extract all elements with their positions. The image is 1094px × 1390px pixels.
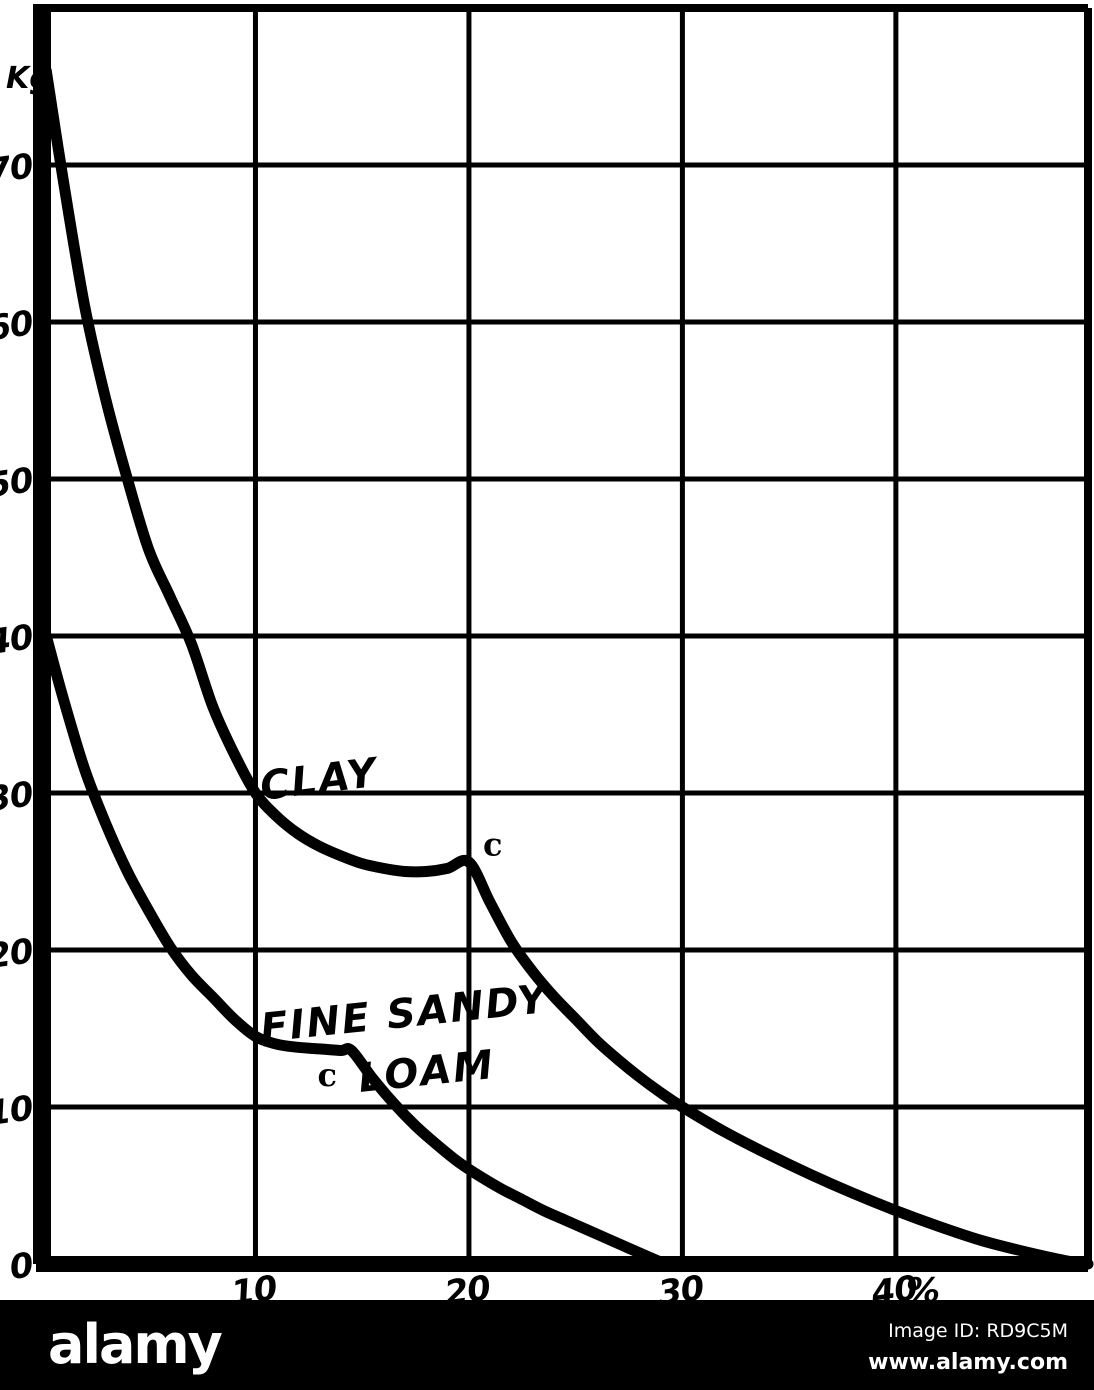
- watermark-footer: alamy Image ID: RD9C5M www.alamy.com: [0, 1300, 1094, 1390]
- data-series-group: [40, 65, 1094, 1270]
- vertical-gridlines: [252, 8, 899, 1264]
- y-tick-label-70: 70: [0, 146, 36, 192]
- alamy-logo: alamy: [48, 1313, 223, 1376]
- y-tick-label-50: 50: [0, 460, 36, 506]
- x-axis-tick-labels: 10 20 30 40: [229, 1268, 920, 1300]
- x-axis-unit-label: %: [906, 1271, 939, 1300]
- y-axis-unit-label: Kg: [6, 61, 51, 96]
- x-tick-label-10: 10: [229, 1268, 280, 1300]
- x-tick-label-30: 30: [656, 1268, 707, 1300]
- y-tick-label-60: 60: [0, 303, 36, 349]
- break-point-label-0: c: [483, 826, 502, 864]
- series-curve-clay: [40, 65, 1094, 1270]
- x-tick-label-40: 40: [868, 1268, 920, 1300]
- break-point-annotations: cc: [318, 826, 503, 1094]
- chart-background: [0, 0, 1094, 1300]
- image-id-text: Image ID: RD9C5M: [888, 1320, 1068, 1342]
- chart-figure: 0 10 20 30 40 50 60 70 10 20 30 40 Kg % CLAY FINE …: [0, 0, 1094, 1300]
- y-tick-label-40: 40: [0, 617, 36, 663]
- x-tick-label-20: 20: [442, 1268, 493, 1300]
- y-tick-label-20: 20: [0, 931, 36, 977]
- horizontal-gridlines: [42, 162, 1088, 1110]
- y-tick-label-30: 30: [0, 774, 36, 820]
- series-curve-fine-sandy-loam: [40, 630, 671, 1270]
- y-tick-label-10: 10: [0, 1088, 36, 1134]
- break-point-label-1: c: [318, 1056, 337, 1094]
- site-url-text[interactable]: www.alamy.com: [868, 1350, 1068, 1375]
